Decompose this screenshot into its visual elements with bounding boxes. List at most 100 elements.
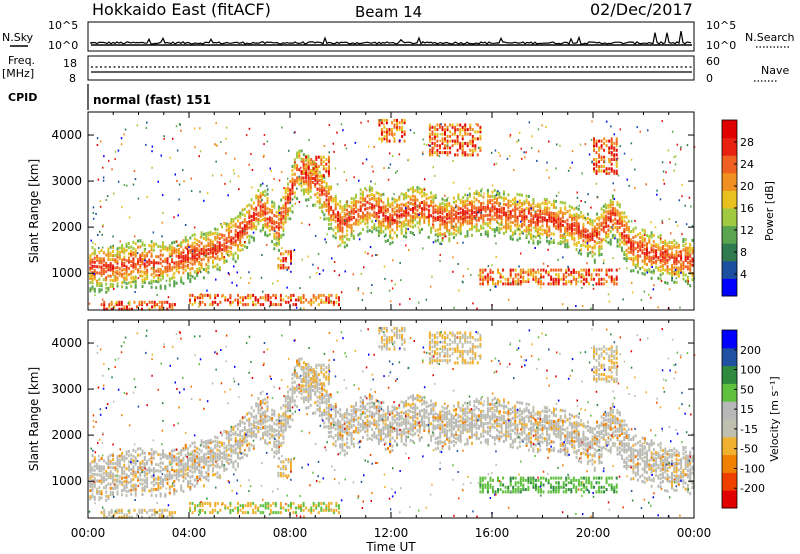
power-cell [105,278,108,282]
power-cell [615,275,618,279]
velocity-cell [159,480,162,484]
power-cell [402,195,405,199]
power-cell [607,232,610,236]
power-cell [659,269,662,273]
power-cell [525,227,528,231]
power-cell [257,203,260,207]
power-cell [439,125,441,129]
power-cell [446,128,449,132]
power-cell [493,278,495,281]
power-cell [414,213,417,217]
power-cell [109,264,112,268]
power-cell [572,275,575,279]
power-cell [362,217,364,221]
power-cell [307,198,310,202]
power-cell [561,240,564,244]
power-cell [630,281,633,284]
power-cell [570,270,573,274]
power-cell [209,241,212,245]
power-cell [418,222,421,226]
power-cell [671,245,673,249]
power-cell [532,241,535,245]
power-cell [573,213,576,217]
power-cell [290,262,292,265]
power-cell [691,247,694,251]
power-cell [566,229,569,232]
power-cell [439,139,441,142]
power-cell [568,209,571,212]
power-cell [407,219,410,223]
power-cell [383,123,385,126]
power-cell [493,230,496,234]
velocity-cell [162,455,164,459]
power-cell [239,224,242,228]
power-cell [214,143,216,146]
power-cell [630,248,633,252]
power-cell [315,165,318,168]
power-cell [343,214,346,217]
power-cell [384,204,387,208]
power-cell [323,180,326,184]
velocity-cell [107,482,110,486]
velocity-cell [155,494,158,498]
power-cell [532,208,535,212]
power-cell [466,219,469,223]
power-cell [611,233,614,237]
power-cell [371,254,373,257]
power-cell [516,207,519,211]
power-cell [391,203,394,207]
power-cell [211,300,214,304]
power-cell [547,265,549,268]
power-cell [112,266,114,270]
power-cell [566,224,569,228]
power-cell [428,135,431,138]
power-cell [521,216,523,220]
power-cell [409,201,412,205]
power-cell [571,231,573,234]
velocity-cell [134,456,137,460]
power-cell [595,165,598,168]
power-cell [559,223,562,227]
power-cell [443,215,446,219]
power-cell [320,300,323,304]
power-cell [171,249,174,253]
power-cell [571,235,573,239]
power-cell [384,277,386,280]
power-cell [227,245,230,249]
power-cell [323,217,326,221]
power-cell [573,217,576,221]
power-cell [355,210,358,214]
power-cell [423,143,425,146]
power-cell [682,260,685,264]
power-cell [123,247,126,251]
velocity-cell [112,462,114,466]
power-cell [477,193,480,197]
power-cell [413,234,415,236]
power-cell [409,202,411,205]
power-cell [421,227,423,231]
power-cell [316,200,319,204]
power-cell [421,207,423,211]
power-cell [477,200,480,204]
power-cell [205,250,208,254]
power-cell [600,146,603,150]
power-cell [223,238,226,242]
power-cell [293,162,296,166]
velocity-cell [91,474,94,478]
power-cell [471,217,473,221]
power-cell [646,252,648,256]
power-cell [100,249,103,252]
power-cell [428,148,431,152]
power-cell [546,221,548,225]
power-cell [189,261,192,265]
power-cell [648,240,651,244]
power-cell [102,225,104,228]
power-cell [532,220,535,224]
power-cell [380,222,383,226]
power-cell [300,170,303,174]
power-cell [584,217,587,221]
power-cell [377,231,380,235]
power-cell [250,227,253,231]
power-cell [548,211,551,215]
power-cell [114,274,117,278]
